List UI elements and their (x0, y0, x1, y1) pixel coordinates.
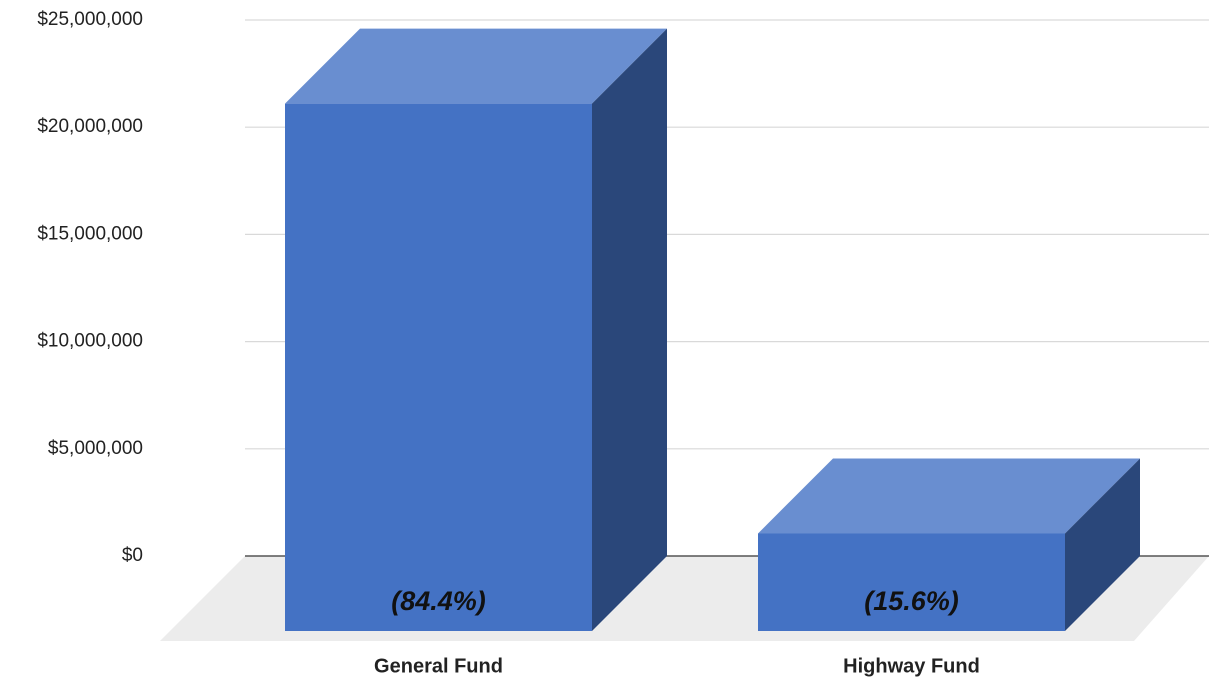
bar-annotation: (15.6%) (864, 586, 959, 616)
bar (285, 28, 667, 632)
x-tick-label: Highway Fund (843, 655, 980, 677)
bar-top (758, 458, 1140, 534)
bar-top (285, 28, 667, 104)
y-tick-label: $0 (122, 545, 143, 566)
y-tick-label: $15,000,000 (37, 223, 143, 244)
x-tick-label: General Fund (374, 655, 503, 677)
y-tick-label: $5,000,000 (48, 438, 143, 459)
bar-front (285, 103, 592, 632)
y-tick-label: $10,000,000 (37, 331, 143, 352)
bar-side (1065, 458, 1140, 631)
bar-annotation: (84.4%) (391, 586, 486, 616)
y-tick-label: $20,000,000 (37, 116, 143, 137)
y-tick-label: $25,000,000 (37, 9, 143, 30)
bar-side (592, 28, 667, 632)
bar-front (758, 533, 1065, 631)
bar (758, 458, 1140, 631)
